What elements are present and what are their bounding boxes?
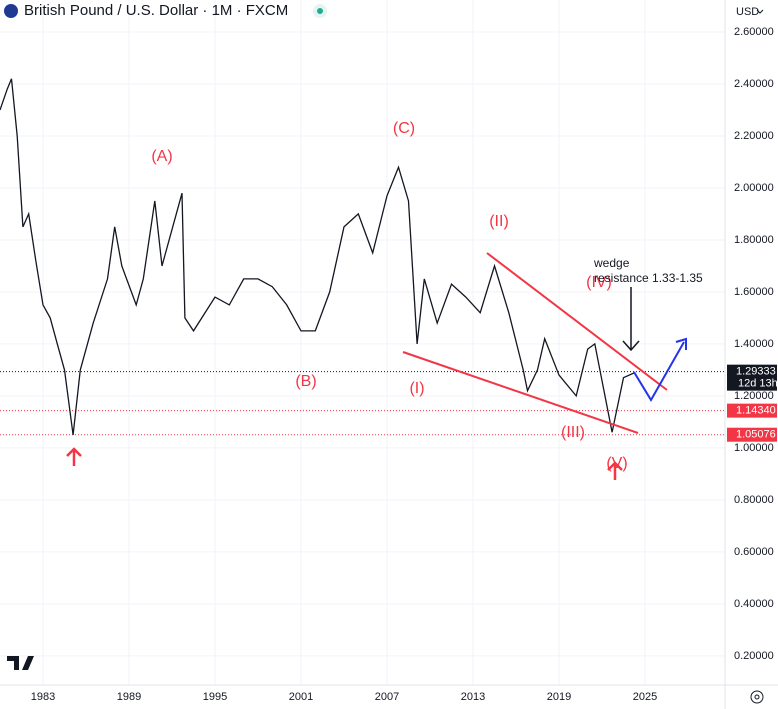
y-tick-label: 1.80000 [734,234,774,246]
y-tick-label: 0.80000 [734,494,774,506]
annotation: wedge [593,256,630,270]
x-tick-label: 2007 [375,691,399,703]
y-tick-label: 1.00000 [734,442,774,454]
x-tick-label: 1983 [31,691,55,703]
trendline [402,351,639,434]
resistance-arrow [622,287,640,352]
flag-icon [4,4,18,18]
x-tick-label: 2001 [289,691,313,703]
y-tick-label: 2.60000 [734,26,774,38]
wave-label: (III) [561,424,585,441]
annotation: resistance 1.33-1.35 [594,271,703,285]
logo[interactable] [7,656,34,670]
y-tick-label: 2.20000 [734,130,774,142]
price-label-box [727,364,777,391]
x-tick-label: 2013 [461,691,485,703]
price-label: 1.05076 [736,429,776,441]
low-arrow [607,461,623,480]
currency: USD [736,6,759,18]
price-label-box [727,427,777,442]
price-label: 1.29333 [736,366,776,378]
settings-icon [754,694,760,700]
wave-label: (V) [606,455,627,472]
wave-label: (I) [409,380,424,397]
wave-label: (II) [489,213,509,230]
wave-label: (C) [393,120,415,137]
chart-title: British Pound / U.S. Dollar · 1M · FXCM [24,2,288,19]
arrow-head [675,337,687,350]
countdown: 12d 13h [738,378,778,390]
low-arrow [66,447,82,466]
y-tick-label: 1.60000 [734,286,774,298]
y-tick-label: 1.40000 [734,338,774,350]
price-label-box [727,403,777,418]
wave-label: (A) [151,148,172,165]
status-dot [317,8,323,14]
y-tick-label: 1.20000 [734,390,774,402]
wave-label: (IV) [586,274,612,291]
price-label: 1.14340 [736,405,776,417]
y-tick-label: 0.40000 [734,598,774,610]
y-tick-label: 0.60000 [734,546,774,558]
dropdown-icon[interactable] [756,9,764,14]
plot [0,0,725,685]
x-tick-label: 1995 [203,691,227,703]
settings-icon[interactable] [750,690,764,704]
y-tick-label: 0.20000 [734,650,774,662]
projection-arrow [633,341,685,402]
y-tick-label: 2.40000 [734,78,774,90]
y-tick-label: 2.00000 [734,182,774,194]
x-tick-label: 1989 [117,691,141,703]
price-line-series [0,78,636,435]
x-tick-label: 2025 [633,691,657,703]
trendline [486,252,668,391]
wave-label: (B) [295,373,316,390]
x-tick-label: 2019 [547,691,571,703]
